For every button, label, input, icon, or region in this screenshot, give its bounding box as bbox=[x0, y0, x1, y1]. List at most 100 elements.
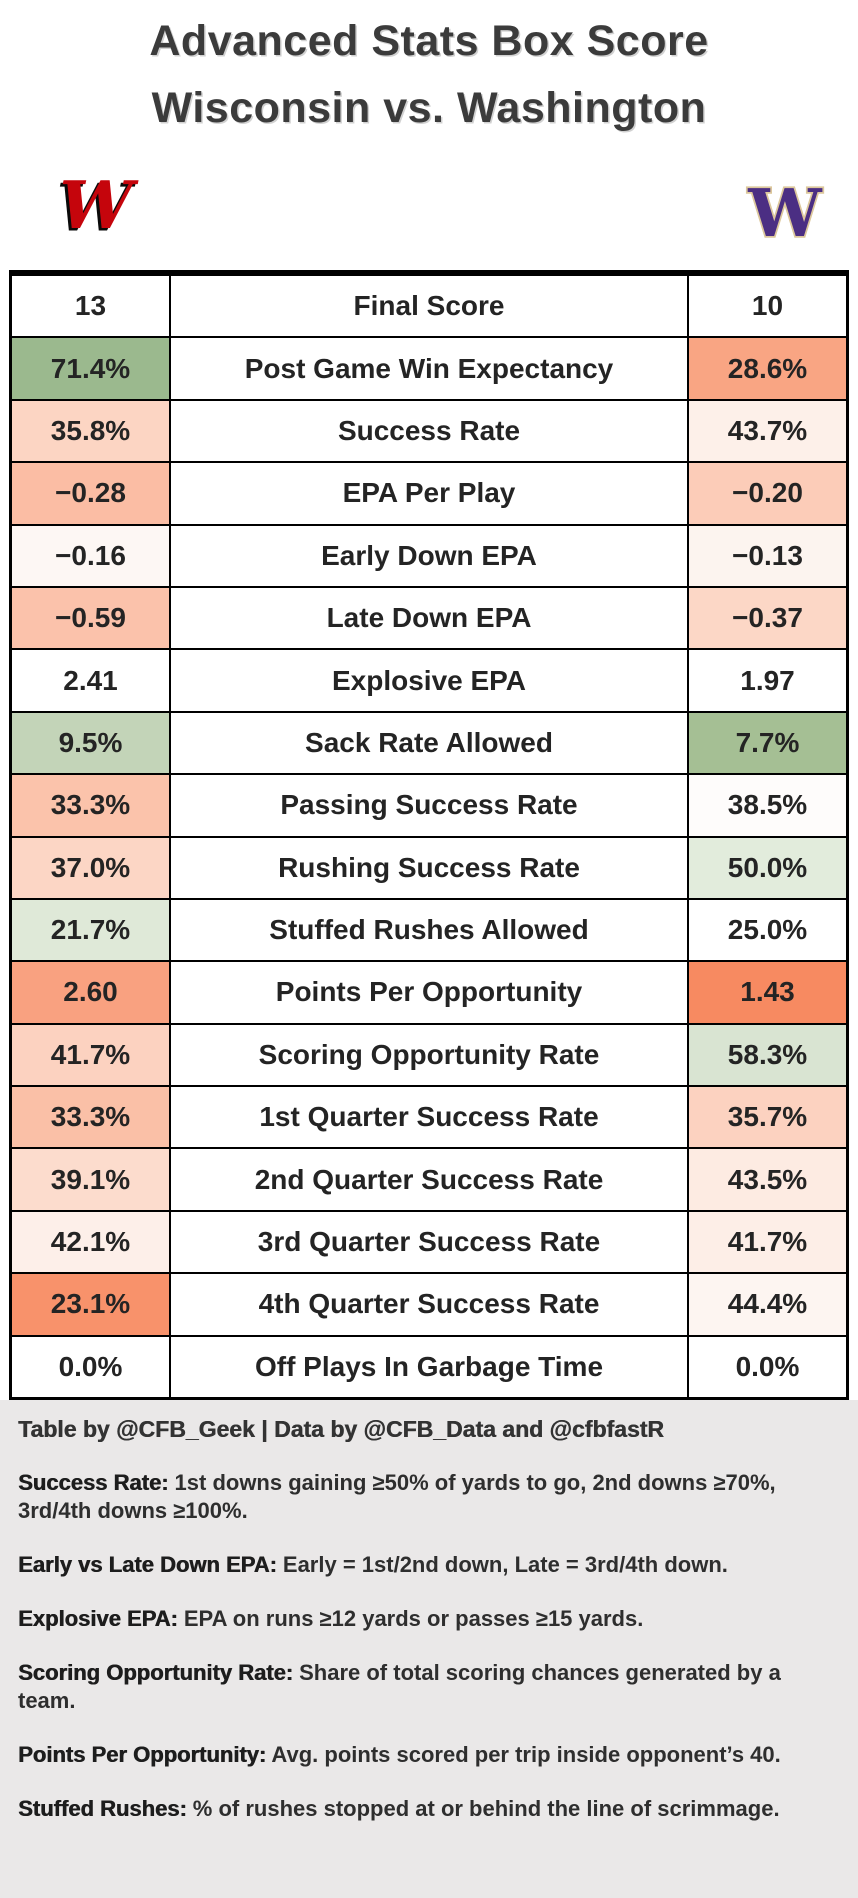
stat-value-wisconsin: 39.1% bbox=[9, 1147, 171, 1212]
table-row: −0.28 EPA Per Play −0.20 bbox=[9, 461, 849, 526]
note-item: Success Rate: 1st downs gaining ≥50% of … bbox=[18, 1469, 800, 1525]
stat-value-wisconsin: 9.5% bbox=[9, 710, 171, 776]
team-logos-row: W W W bbox=[0, 167, 858, 254]
stat-label: Early Down EPA bbox=[169, 523, 689, 588]
table-row: 33.3% 1st Quarter Success Rate 35.7% bbox=[9, 1085, 849, 1150]
stat-label: Passing Success Rate bbox=[169, 773, 689, 838]
stat-label: Late Down EPA bbox=[169, 585, 689, 651]
stat-value-wisconsin: 23.1% bbox=[9, 1272, 171, 1337]
stat-label: 3rd Quarter Success Rate bbox=[169, 1209, 689, 1275]
stats-table-body: 13 Final Score 10 71.4% Post Game Win Ex… bbox=[9, 271, 849, 1400]
stat-label: Rushing Success Rate bbox=[169, 835, 689, 900]
note-term: Scoring Opportunity Rate: bbox=[18, 1660, 293, 1686]
note-text: % of rushes stopped at or behind the lin… bbox=[186, 1796, 780, 1822]
table-row: 71.4% Post Game Win Expectancy 28.6% bbox=[9, 336, 849, 401]
stat-value-washington: 28.6% bbox=[687, 336, 849, 401]
stat-value-washington: 38.5% bbox=[687, 773, 849, 838]
notes-list: Success Rate: 1st downs gaining ≥50% of … bbox=[18, 1469, 810, 1823]
table-row: 0.0% Off Plays In Garbage Time 0.0% bbox=[9, 1334, 849, 1400]
footnotes-section: Table by @CFB_Geek | Data by @CFB_Data a… bbox=[0, 1400, 858, 1898]
note-term: Success Rate: bbox=[18, 1470, 169, 1496]
title-line-1: Advanced Stats Box Score bbox=[149, 17, 709, 65]
stat-value-washington: 43.5% bbox=[687, 1147, 849, 1212]
stat-value-wisconsin: 71.4% bbox=[9, 336, 171, 401]
table-row: 21.7% Stuffed Rushes Allowed 25.0% bbox=[9, 897, 849, 963]
table-row: 13 Final Score 10 bbox=[9, 271, 849, 339]
stat-value-wisconsin: 13 bbox=[9, 271, 171, 339]
stat-label: 1st Quarter Success Rate bbox=[169, 1085, 689, 1150]
stat-value-washington: 41.7% bbox=[687, 1209, 849, 1275]
stat-label: 2nd Quarter Success Rate bbox=[169, 1147, 689, 1212]
note-text: Avg. points scored per trip inside oppon… bbox=[266, 1742, 781, 1768]
stat-value-wisconsin: −0.16 bbox=[9, 523, 171, 588]
table-row: 9.5% Sack Rate Allowed 7.7% bbox=[9, 710, 849, 776]
stat-value-washington: 7.7% bbox=[687, 710, 849, 776]
stat-label: 4th Quarter Success Rate bbox=[169, 1272, 689, 1337]
title-line-2: Wisconsin vs. Washington bbox=[151, 84, 707, 132]
stat-value-washington: 43.7% bbox=[687, 398, 849, 464]
stat-label: Post Game Win Expectancy bbox=[169, 336, 689, 401]
stat-label: Scoring Opportunity Rate bbox=[169, 1022, 689, 1088]
stat-label: Explosive EPA bbox=[169, 648, 689, 713]
wisconsin-logo-letter: W bbox=[50, 167, 143, 244]
table-row: 23.1% 4th Quarter Success Rate 44.4% bbox=[9, 1272, 849, 1337]
stat-value-washington: 25.0% bbox=[687, 897, 849, 963]
stat-value-washington: 58.3% bbox=[687, 1022, 849, 1088]
stat-value-wisconsin: 2.41 bbox=[9, 648, 171, 713]
table-row: 33.3% Passing Success Rate 38.5% bbox=[9, 773, 849, 838]
stat-label: Points Per Opportunity bbox=[169, 960, 689, 1025]
credit-line: Table by @CFB_Geek | Data by @CFB_Data a… bbox=[18, 1416, 664, 1443]
stat-value-washington: 0.0% bbox=[687, 1334, 849, 1400]
table-row: −0.59 Late Down EPA −0.37 bbox=[9, 585, 849, 651]
stat-value-washington: 1.43 bbox=[687, 960, 849, 1025]
note-term: Stuffed Rushes: bbox=[18, 1796, 187, 1822]
stat-value-wisconsin: 0.0% bbox=[9, 1334, 171, 1400]
stat-value-washington: 35.7% bbox=[687, 1085, 849, 1150]
stat-value-washington: 10 bbox=[687, 271, 849, 339]
stat-value-wisconsin: −0.28 bbox=[9, 461, 171, 526]
table-row: 41.7% Scoring Opportunity Rate 58.3% bbox=[9, 1022, 849, 1088]
table-row: 39.1% 2nd Quarter Success Rate 43.5% bbox=[9, 1147, 849, 1212]
table-row: 37.0% Rushing Success Rate 50.0% bbox=[9, 835, 849, 900]
stat-value-wisconsin: 37.0% bbox=[9, 835, 171, 900]
note-text: Share of total scoring chances generated… bbox=[18, 1660, 781, 1714]
washington-logo-icon: W bbox=[746, 174, 825, 253]
stat-label: EPA Per Play bbox=[169, 461, 689, 526]
stat-value-wisconsin: 21.7% bbox=[9, 897, 171, 963]
stat-value-washington: −0.37 bbox=[687, 585, 849, 651]
stat-value-washington: 50.0% bbox=[687, 835, 849, 900]
stat-value-wisconsin: 33.3% bbox=[9, 773, 171, 838]
note-term: Early vs Late Down EPA: bbox=[18, 1552, 277, 1578]
page-title: Advanced Stats Box Score Wisconsin vs. W… bbox=[0, 0, 858, 130]
stat-value-wisconsin: 35.8% bbox=[9, 398, 171, 464]
stat-value-washington: −0.13 bbox=[687, 523, 849, 588]
stat-value-washington: 44.4% bbox=[687, 1272, 849, 1337]
stat-label: Success Rate bbox=[169, 398, 689, 464]
note-text: Early = 1st/2nd down, Late = 3rd/4th dow… bbox=[276, 1552, 728, 1578]
note-text: EPA on runs ≥12 yards or passes ≥15 yard… bbox=[177, 1606, 644, 1632]
stat-value-wisconsin: 41.7% bbox=[9, 1022, 171, 1088]
table-row: 35.8% Success Rate 43.7% bbox=[9, 398, 849, 464]
note-item: Points Per Opportunity: Avg. points scor… bbox=[18, 1741, 800, 1769]
note-term: Explosive EPA: bbox=[18, 1606, 178, 1632]
wisconsin-logo-shadow: W bbox=[47, 169, 140, 246]
stat-label: Off Plays In Garbage Time bbox=[169, 1334, 689, 1400]
note-term: Points Per Opportunity: bbox=[18, 1742, 267, 1768]
stat-value-wisconsin: 2.60 bbox=[9, 960, 171, 1025]
stat-value-wisconsin: −0.59 bbox=[9, 585, 171, 651]
stat-value-washington: −0.20 bbox=[687, 461, 849, 526]
stat-value-wisconsin: 33.3% bbox=[9, 1085, 171, 1150]
stat-label: Stuffed Rushes Allowed bbox=[169, 897, 689, 963]
stats-table: 13 Final Score 10 71.4% Post Game Win Ex… bbox=[9, 270, 849, 1401]
stat-label: Final Score bbox=[169, 271, 689, 339]
table-row: 2.41 Explosive EPA 1.97 bbox=[9, 648, 849, 713]
stat-value-washington: 1.97 bbox=[687, 648, 849, 713]
stat-value-wisconsin: 42.1% bbox=[9, 1209, 171, 1275]
table-row: −0.16 Early Down EPA −0.13 bbox=[9, 523, 849, 588]
note-text: 1st downs gaining ≥50% of yards to go, 2… bbox=[18, 1470, 776, 1524]
wisconsin-logo-icon: W W bbox=[47, 167, 142, 247]
table-row: 2.60 Points Per Opportunity 1.43 bbox=[9, 960, 849, 1025]
note-item: Scoring Opportunity Rate: Share of total… bbox=[18, 1659, 800, 1715]
note-item: Explosive EPA: EPA on runs ≥12 yards or … bbox=[18, 1605, 800, 1633]
